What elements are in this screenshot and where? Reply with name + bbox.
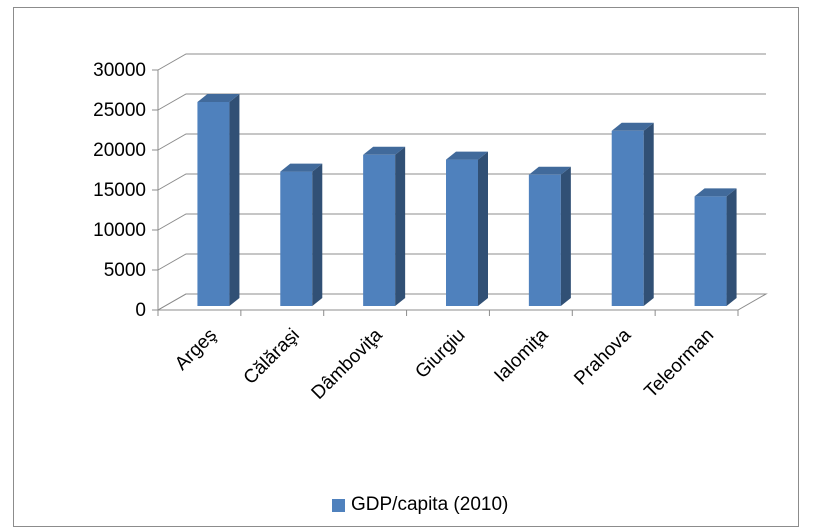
bar-top xyxy=(363,146,406,155)
bar-side xyxy=(478,151,488,306)
bar-side xyxy=(395,146,406,306)
bars xyxy=(197,94,737,306)
bar-side xyxy=(229,94,240,306)
y-tick-label: 5000 xyxy=(104,260,146,281)
gridline xyxy=(157,213,766,231)
bar xyxy=(446,151,488,306)
bar-front xyxy=(446,159,478,306)
bar-front xyxy=(694,196,727,306)
bar-top xyxy=(528,166,571,175)
x-category-label: Argeş xyxy=(171,325,221,375)
x-category-label: Ialomiţa xyxy=(490,324,552,386)
legend: GDP/capita (2010) xyxy=(332,494,508,516)
bar xyxy=(363,146,406,306)
gridline xyxy=(157,133,766,151)
bar-front xyxy=(197,102,230,306)
bar-top xyxy=(197,94,240,102)
x-category-label: Prahova xyxy=(570,324,635,389)
bar-front xyxy=(611,130,644,306)
chart-frame: 0 5000 10000 15000 20000 25000 30000 Argeş Călă… xyxy=(13,7,799,527)
y-tick-label: 10000 xyxy=(93,220,146,241)
y-axis-tick-labels: 0 5000 10000 15000 20000 25000 30000 xyxy=(93,60,146,321)
bar-top xyxy=(694,188,737,197)
x-category-label: Giurgiu xyxy=(411,325,469,383)
bar xyxy=(694,188,737,306)
bar-side xyxy=(726,188,737,306)
x-category-label: Teleorman xyxy=(641,325,719,403)
y-tick-label: 25000 xyxy=(93,100,146,121)
gridline xyxy=(157,93,766,111)
y-tick-label: 30000 xyxy=(93,60,146,81)
gridlines xyxy=(157,53,766,311)
legend-label: GDP/capita (2010) xyxy=(351,494,509,515)
y-tick-label: 0 xyxy=(135,300,146,321)
bar xyxy=(611,122,654,306)
x-axis-category-labels: Argeş Călăraşi Dâmboviţa Giurgiu Ialomiţa Pra… xyxy=(171,324,718,403)
bar xyxy=(280,163,323,306)
bar-front xyxy=(363,154,396,306)
axes xyxy=(152,69,739,316)
bar-front xyxy=(280,171,313,306)
gridline xyxy=(157,53,766,71)
chart-plot: 0 5000 10000 15000 20000 25000 30000 Argeş Călă… xyxy=(93,53,768,404)
y-tick-label: 20000 xyxy=(93,140,146,161)
gridline xyxy=(157,253,766,271)
bar xyxy=(528,166,571,306)
y-tick-label: 15000 xyxy=(93,180,146,201)
bar-side xyxy=(643,122,654,306)
bar-top xyxy=(611,122,654,131)
x-category-label: Dâmboviţa xyxy=(308,324,387,403)
x-category-label: Călăraşi xyxy=(240,325,304,389)
bar xyxy=(197,94,240,306)
gridline xyxy=(157,293,766,311)
bar-top xyxy=(446,151,488,160)
bar-side xyxy=(560,166,571,306)
gridline xyxy=(157,173,766,191)
bar-front xyxy=(528,174,561,306)
bar-side xyxy=(312,163,323,306)
legend-swatch xyxy=(332,498,345,512)
bar-top xyxy=(280,163,323,172)
